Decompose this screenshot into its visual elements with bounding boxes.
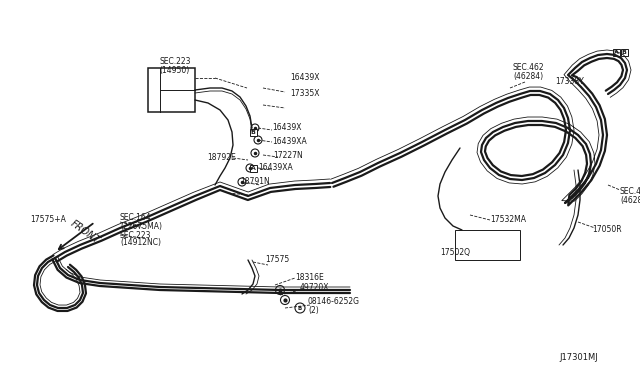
Bar	[612, 48, 620, 55]
Text: 16439X: 16439X	[290, 74, 319, 83]
Bar	[250, 128, 257, 135]
Text: (14912NC): (14912NC)	[120, 238, 161, 247]
Bar	[455, 230, 520, 260]
Bar	[148, 68, 195, 112]
Text: 17050R: 17050R	[592, 225, 621, 234]
Text: FRONT: FRONT	[68, 218, 102, 246]
Text: 08146-6252G: 08146-6252G	[308, 298, 360, 307]
Text: B: B	[621, 49, 627, 55]
Text: SEC.223: SEC.223	[120, 231, 152, 240]
Text: B: B	[298, 305, 302, 311]
Text: SEC.223: SEC.223	[159, 58, 191, 67]
Bar	[621, 48, 627, 55]
Text: (46285X): (46285X)	[620, 196, 640, 205]
Text: (22675MA): (22675MA)	[120, 221, 162, 231]
Text: (14950): (14950)	[160, 65, 190, 74]
Text: 17227N: 17227N	[273, 151, 303, 160]
Text: 16439XA: 16439XA	[272, 137, 307, 145]
Text: SEC.462: SEC.462	[512, 64, 544, 73]
Text: A: A	[251, 166, 255, 170]
Text: (46284): (46284)	[513, 71, 543, 80]
Text: 16439XA: 16439XA	[258, 164, 292, 173]
Text: 18791N: 18791N	[240, 177, 269, 186]
Text: B: B	[251, 129, 255, 135]
Text: A: A	[614, 49, 618, 55]
Text: 49720X: 49720X	[300, 283, 330, 292]
Text: 18792E: 18792E	[207, 153, 236, 161]
Text: 17335X: 17335X	[290, 89, 319, 97]
Text: J17301MJ: J17301MJ	[559, 353, 598, 362]
Text: SEC.164: SEC.164	[120, 214, 152, 222]
Text: 17502Q: 17502Q	[440, 247, 470, 257]
Text: 17338Y: 17338Y	[555, 77, 584, 87]
Text: 17575: 17575	[265, 256, 289, 264]
Text: 17575+A: 17575+A	[30, 215, 66, 224]
Text: SEC.462: SEC.462	[620, 187, 640, 196]
Bar	[250, 164, 257, 171]
Text: 18316E: 18316E	[295, 273, 324, 282]
Text: 17532MA: 17532MA	[490, 215, 526, 224]
Text: (2): (2)	[308, 305, 319, 314]
Text: 16439X: 16439X	[272, 124, 301, 132]
